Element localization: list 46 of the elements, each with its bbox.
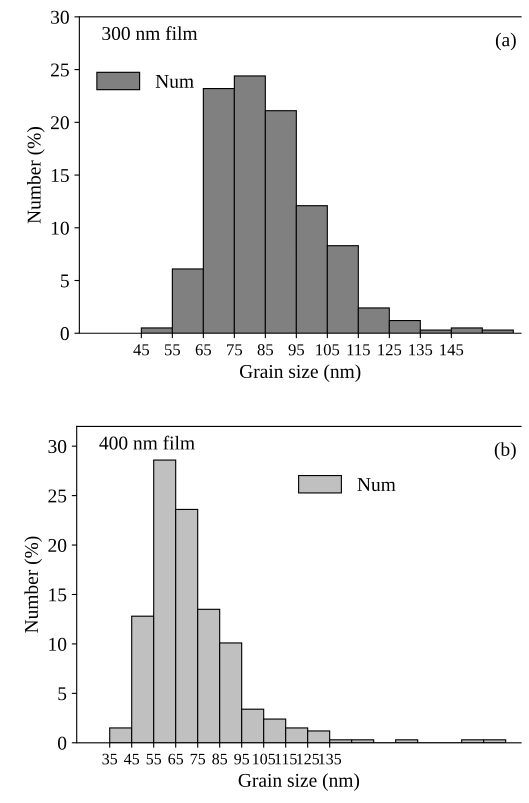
x-tick-label: 145 (440, 344, 464, 356)
x-tick-label: 95 (234, 754, 250, 764)
annotation: (b) (494, 442, 516, 460)
x-tick-label: 85 (258, 344, 274, 356)
x-tick-label: 105 (316, 344, 340, 356)
y-tick-label: 25 (51, 63, 69, 77)
x-tick-label: 135 (409, 344, 432, 356)
x-tick-label: 115 (275, 754, 297, 764)
x-tick-label: 105 (253, 754, 276, 764)
y-tick-label: 30 (48, 440, 66, 454)
y-tick-label: 10 (49, 638, 66, 651)
annotation: 300 nm film (102, 26, 198, 40)
y-tick-label: 5 (61, 274, 69, 288)
y-tick-label: 20 (51, 116, 69, 130)
x-tick-label: 45 (124, 754, 140, 764)
x-tick-label: 55 (164, 344, 180, 356)
y-tick-label: 20 (48, 538, 66, 552)
x-tick-label: 65 (168, 754, 184, 764)
x-axis-title: Grain size (nm) (238, 773, 360, 791)
y-tick-label: 30 (51, 10, 69, 24)
x-tick-label: 75 (190, 754, 206, 764)
y-tick-label: 10 (52, 222, 69, 235)
legend-label: Num (156, 74, 194, 88)
x-tick-label: 35 (102, 754, 118, 764)
x-tick-label: 125 (378, 344, 402, 356)
x-axis-title: Grain size (nm) (240, 364, 360, 382)
y-tick-label: 5 (58, 687, 66, 700)
x-tick-label: 95 (288, 344, 304, 356)
x-tick-label: 115 (348, 344, 370, 356)
annotation: (a) (496, 32, 516, 50)
y-tick-label: 0 (58, 736, 66, 750)
y-tick-label: 15 (49, 588, 66, 602)
x-tick-label: 125 (297, 754, 320, 764)
x-tick-label: 85 (212, 754, 228, 764)
x-tick-label: 45 (133, 344, 150, 356)
y-axis-title: Number (%) (26, 127, 45, 224)
x-tick-label: 65 (196, 344, 212, 356)
y-tick-label: 25 (48, 489, 66, 503)
x-tick-label: 135 (319, 754, 342, 764)
x-tick-label: 55 (146, 754, 162, 764)
y-tick-label: 0 (60, 327, 69, 340)
x-tick-label: 75 (227, 344, 242, 356)
y-axis-title: Number (%) (24, 536, 42, 633)
annotation: 400 nm film (99, 436, 195, 450)
legend-label: Num (358, 478, 396, 492)
y-tick-label: 15 (52, 168, 69, 182)
